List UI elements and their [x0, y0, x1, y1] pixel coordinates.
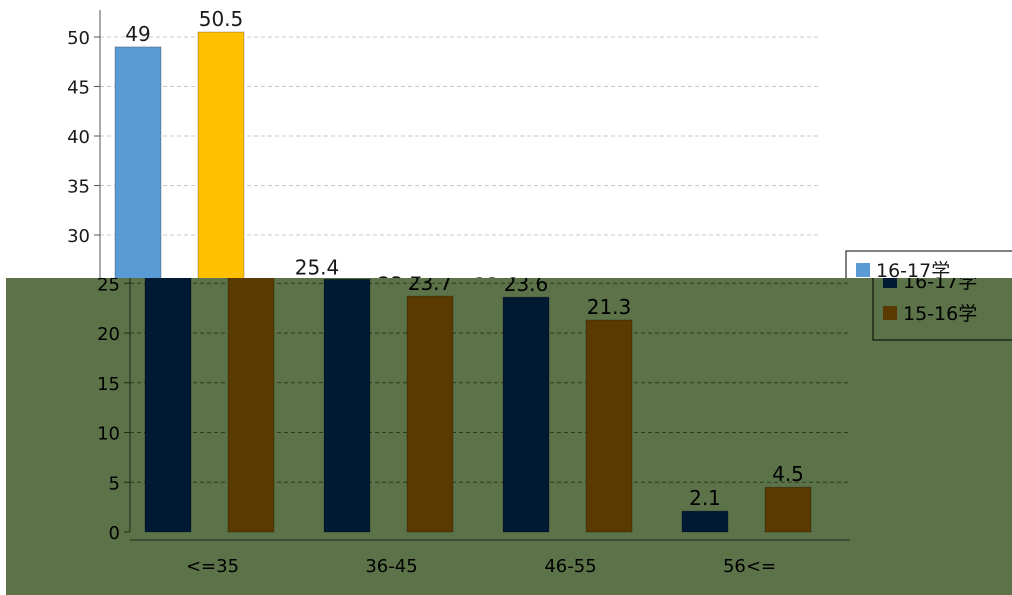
bottom-x-tick-label: <=35 [186, 556, 239, 577]
bottom-x-tick-label: 46-55 [544, 556, 596, 577]
top-legend-swatch [856, 263, 870, 277]
bottom-y-tick-label: 20 [97, 324, 120, 345]
bottom-bar-46-55-16-17学 [502, 296, 550, 533]
bottom-bar-36-45-16-17学 [323, 278, 371, 533]
bottom-data-label: 21.3 [587, 295, 632, 319]
bottom-bar-56<=-16-17学 [681, 510, 729, 533]
bottom-legend [872, 278, 1012, 341]
bottom-y-tick-label: 15 [97, 374, 120, 395]
bottom-y-tick-label: 0 [109, 523, 120, 544]
bottom-bar-46-55-15-16学 [585, 319, 633, 533]
top-data-label: 23.6 [474, 273, 519, 297]
bottom-bar-<=35-15-16学 [227, 278, 275, 533]
top-data-label: 23.7 [378, 272, 423, 296]
bottom-y-tick-label: 10 [97, 424, 120, 445]
top-y-tick-label: 45 [67, 78, 90, 99]
top-y-tick-label: 35 [67, 177, 90, 198]
bottom-bar-36-45-15-16学 [406, 295, 454, 533]
top-legend [845, 250, 1012, 278]
top-data-label: 49 [125, 22, 150, 46]
top-data-label: 50.5 [199, 7, 244, 31]
bottom-data-label: 23.6 [504, 272, 549, 296]
bottom-data-label: 4.5 [772, 462, 804, 486]
top-data-label: 25.4 [295, 256, 340, 280]
bottom-x-tick-label: 36-45 [365, 556, 417, 577]
bottom-bar-<=35-16-17学 [144, 278, 192, 533]
bottom-legend-label: 15-16学 [903, 303, 977, 325]
top-y-tick-label: 50 [67, 28, 90, 49]
bottom-data-label: 49 [155, 19, 180, 43]
top-bar-<=35-15-16学 [197, 31, 245, 278]
bottom-legend-label: 16-17学 [903, 271, 977, 293]
top-legend-label: 16-17学 [876, 260, 950, 282]
bottom-data-label: 23.7 [408, 271, 453, 295]
bottom-bar-56<=-15-16学 [764, 486, 812, 533]
bottom-data-label: 25.4 [325, 254, 370, 278]
bottom-data-label: 2.1 [689, 486, 721, 510]
bottom-y-tick-label: 5 [109, 473, 120, 494]
top-layer: 051015202530354045504950.5<=3525.423.736… [67, 7, 1012, 297]
top-bar-<=35-16-17学 [114, 46, 162, 278]
top-y-tick-label: 25 [67, 276, 90, 297]
top-y-tick-label: 30 [67, 226, 90, 247]
bottom-legend-swatch [883, 278, 897, 288]
bottom-y-tick-label: 25 [97, 274, 120, 295]
bottom-y-tick-label: 50 [97, 26, 120, 47]
top-y-tick-label: 40 [67, 127, 90, 148]
bottom-legend-swatch [883, 306, 897, 320]
bottom-x-tick-label: 56<= [723, 556, 776, 577]
